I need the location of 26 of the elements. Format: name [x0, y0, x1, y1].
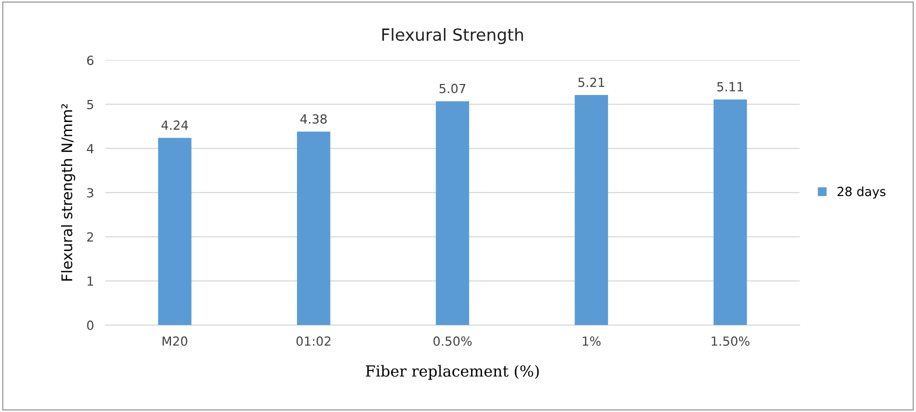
x-tick-label: 1.50%	[712, 336, 750, 346]
bar	[296, 132, 330, 326]
chart-title: Flexural Strength	[382, 28, 523, 44]
data-label: 5.07	[440, 84, 466, 94]
y-tick-label: 5	[87, 100, 94, 110]
x-tick-label: M20	[162, 336, 188, 346]
data-label: 5.21	[578, 78, 604, 88]
data-label: 4.24	[161, 120, 188, 130]
y-tick-label: 3	[87, 188, 94, 198]
x-axis-title: Fiber replacement (%)	[366, 364, 539, 380]
y-tick-label: 1	[88, 276, 94, 286]
y-tick-label: 2	[87, 232, 93, 242]
bar	[158, 138, 192, 326]
y-tick-label: 6	[87, 56, 94, 66]
bar	[714, 99, 747, 326]
y-tick-label: 0	[87, 320, 94, 330]
x-tick-label: 1%	[582, 336, 601, 346]
bar	[574, 95, 608, 326]
y-axis-title: Flexural strength N/mm²	[61, 104, 76, 281]
x-tick-label: 01:02	[296, 336, 330, 346]
legend-label: 28 days	[838, 186, 886, 199]
data-label: 5.11	[717, 82, 743, 92]
y-tick-label: 4	[86, 144, 94, 154]
data-label: 4.38	[300, 114, 327, 124]
x-tick-label: 0.50%	[433, 336, 472, 346]
bar	[436, 101, 470, 326]
